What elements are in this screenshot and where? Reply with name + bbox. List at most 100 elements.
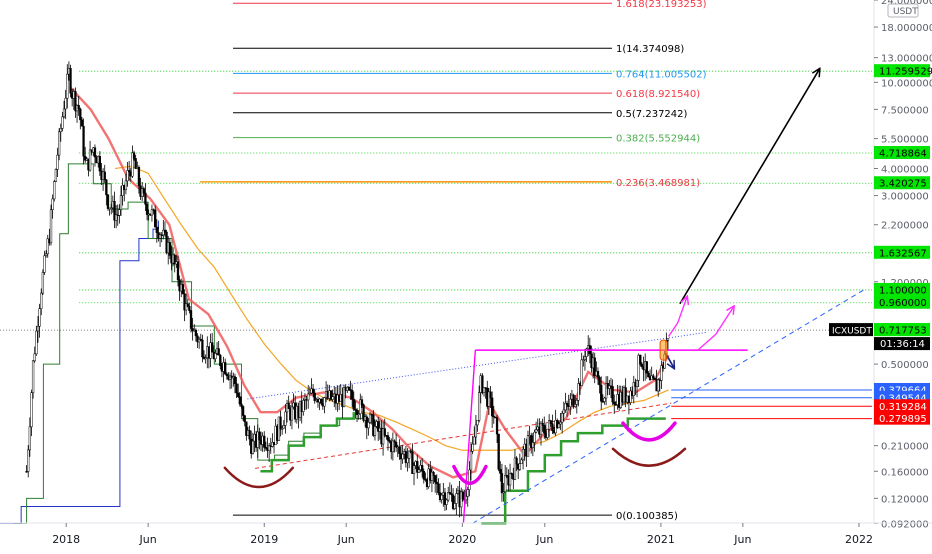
cup-arc — [611, 447, 687, 467]
candle-up — [468, 469, 471, 490]
candle-down — [495, 417, 499, 435]
green-levels — [0, 70, 872, 331]
candle-down — [404, 451, 408, 464]
candle-down — [541, 422, 544, 426]
candle-up — [56, 154, 59, 170]
candle-up — [323, 397, 326, 407]
x-tick-label: 2019 — [250, 533, 278, 546]
candle-down — [424, 478, 427, 481]
candle-down — [217, 348, 220, 356]
indicators — [0, 86, 670, 525]
candle-down — [362, 404, 365, 421]
candle-down — [598, 377, 601, 386]
x-tick-label: Jun — [535, 533, 553, 546]
candle-down — [235, 383, 238, 394]
candle-up — [547, 420, 551, 430]
candle-down — [572, 394, 575, 407]
candle-down — [237, 392, 240, 397]
x-tick-label: Jun — [139, 533, 157, 546]
candle-down — [219, 354, 222, 366]
candle-up — [302, 400, 305, 412]
candle-down — [263, 435, 266, 448]
candle-down — [154, 209, 157, 228]
y-tick-label: 0.092000 — [881, 519, 929, 530]
candle-up — [124, 180, 128, 190]
annotations — [223, 69, 820, 524]
candle-down — [145, 204, 149, 215]
red-trail-line — [69, 86, 670, 479]
candle-down — [492, 415, 495, 418]
candle-down — [233, 376, 237, 385]
candle-up — [368, 414, 372, 423]
candle-down — [613, 401, 616, 405]
candle-up — [629, 390, 632, 403]
candle-down — [645, 361, 648, 374]
price-badge-label: 0.960000 — [879, 298, 927, 309]
candle-up — [31, 360, 35, 393]
price-badge: 1.100000 — [874, 282, 930, 296]
candle-down — [79, 108, 82, 121]
candle-up — [561, 413, 564, 423]
candle-up — [53, 181, 56, 200]
candle-up — [477, 392, 481, 421]
candle-down — [652, 375, 655, 379]
candle-down — [481, 375, 484, 393]
x-tick-label: 2021 — [647, 533, 675, 546]
price-badge-bg — [874, 282, 930, 296]
price-badge-label: 1.100000 — [879, 285, 927, 296]
current-price-badge: 0.717753 01:36:14 — [874, 323, 930, 351]
candle-down — [144, 192, 147, 205]
price-badge-label: 1.632567 — [879, 248, 927, 259]
candle-down — [25, 471, 28, 473]
candle-up — [508, 473, 512, 486]
candle-up — [162, 229, 165, 236]
candle-down — [377, 421, 380, 432]
x-tick-label: 2018 — [52, 533, 80, 546]
candle-down — [351, 390, 354, 400]
candle-down — [103, 171, 106, 181]
candle-down — [181, 284, 185, 294]
candle-up — [282, 425, 285, 429]
cup-arc — [223, 466, 295, 489]
candle-down — [211, 342, 214, 353]
candle-down — [435, 481, 438, 485]
candle-down — [596, 371, 600, 378]
candle-up — [580, 359, 583, 386]
candle-up — [417, 469, 421, 473]
trendlines — [247, 287, 872, 524]
candle-up — [471, 443, 474, 452]
candle-down — [624, 387, 627, 403]
projection-arrow — [697, 307, 734, 351]
price-badge: 11.259529 — [874, 64, 932, 78]
candle-down — [491, 397, 494, 417]
candle-up — [577, 383, 580, 401]
x-tick-label: 2022 — [845, 533, 873, 546]
price-badge-label: 3.420275 — [879, 179, 927, 190]
candle-up — [412, 465, 416, 474]
candle-down — [611, 386, 614, 403]
candle-down — [551, 423, 554, 432]
price-badge-bg — [874, 245, 930, 259]
candle-up — [33, 353, 36, 362]
candle-up — [373, 426, 377, 436]
candle-down — [77, 105, 80, 110]
candle-down — [199, 338, 202, 341]
candle-up — [534, 429, 538, 433]
price-axis: 24.00000018.00000013.00000010.0000007.50… — [873, 0, 932, 530]
orange-moving-average — [114, 165, 669, 451]
candle-up — [66, 73, 69, 99]
candle-down — [189, 310, 193, 329]
candle-up — [27, 449, 30, 472]
candle-up — [562, 409, 565, 414]
candle-down — [74, 91, 77, 112]
candle-up — [482, 387, 486, 393]
candle-down — [320, 398, 323, 404]
candle-down — [443, 492, 447, 505]
current-price-badge-bg — [874, 323, 930, 337]
candle-down — [422, 471, 425, 480]
candle-down — [416, 461, 419, 473]
candle-up — [445, 499, 448, 505]
candle-down — [394, 442, 398, 448]
